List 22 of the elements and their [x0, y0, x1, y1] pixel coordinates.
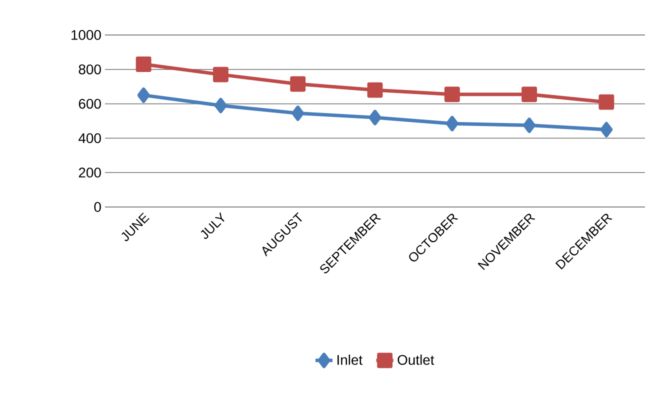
point — [214, 98, 227, 114]
y-tick-label: 200 — [78, 168, 101, 178]
legend-label: Outlet — [398, 354, 434, 365]
point — [446, 116, 458, 132]
y-tick-label: 600 — [78, 98, 101, 109]
point — [598, 94, 614, 110]
point — [212, 66, 228, 82]
point — [368, 110, 382, 126]
point — [522, 86, 538, 102]
point — [523, 118, 536, 134]
point — [367, 82, 383, 98]
point — [444, 86, 460, 102]
point — [292, 106, 304, 121]
y-tick-label: 1000 — [72, 30, 101, 40]
point — [290, 76, 306, 92]
y-tick-label: 400 — [78, 133, 101, 144]
point — [600, 122, 613, 138]
point — [136, 56, 152, 72]
point — [137, 87, 150, 103]
y-tick-label: 800 — [78, 64, 101, 74]
y-tick-label: 0 — [94, 202, 101, 212]
legend-label: Inlet — [338, 354, 362, 365]
